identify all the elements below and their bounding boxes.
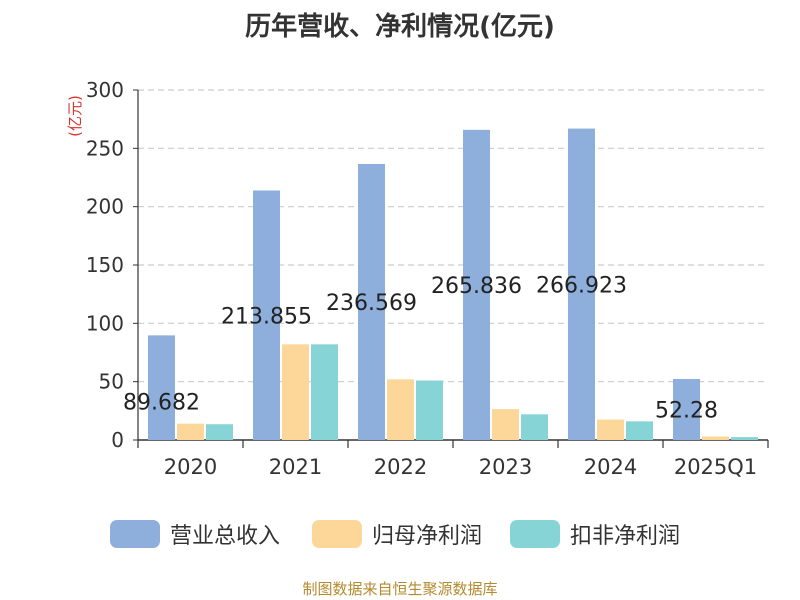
- y-axis-label: (亿元): [66, 95, 84, 137]
- y-tick-label: 100: [86, 311, 124, 335]
- x-tick-label: 2023: [479, 455, 532, 479]
- x-tick-label: 2020: [164, 455, 217, 479]
- bar-net-profit: [492, 409, 519, 440]
- y-tick-label: 0: [111, 428, 124, 452]
- data-label: 236.569: [326, 291, 417, 316]
- bar-deducted-profit: [626, 421, 653, 440]
- data-label: 266.923: [536, 273, 627, 298]
- y-tick-label: 150: [86, 253, 124, 277]
- legend-label: 扣非净利润: [570, 524, 680, 549]
- legend-label: 归母净利润: [372, 524, 482, 549]
- bar-deducted-profit: [416, 380, 443, 440]
- bar-deducted-profit: [731, 437, 758, 440]
- y-tick-label: 200: [86, 195, 124, 219]
- bar-revenue: [148, 335, 175, 440]
- bar-revenue: [673, 379, 700, 440]
- data-label: 52.28: [655, 399, 718, 424]
- bar-net-profit: [597, 419, 624, 440]
- chart-title: 历年营收、净利情况(亿元): [245, 12, 555, 42]
- x-tick-label: 2024: [584, 455, 637, 479]
- bar-deducted-profit: [311, 344, 338, 440]
- legend-swatch: [110, 520, 160, 548]
- legend-swatch: [510, 520, 560, 548]
- x-tick-label: 2025Q1: [674, 455, 757, 479]
- bar-revenue: [568, 128, 595, 440]
- bar-net-profit: [702, 436, 729, 440]
- bar-net-profit: [282, 344, 309, 440]
- bar-net-profit: [177, 423, 204, 440]
- bar-deducted-profit: [521, 414, 548, 440]
- x-tick-label: 2021: [269, 455, 322, 479]
- legend-label: 营业总收入: [170, 524, 280, 549]
- legend-swatch: [312, 520, 362, 548]
- y-tick-label: 250: [86, 136, 124, 160]
- bar-net-profit: [387, 379, 414, 440]
- source-note: 制图数据来自恒生聚源数据库: [302, 580, 498, 598]
- y-tick-label: 300: [86, 78, 124, 102]
- data-label: 89.682: [123, 391, 200, 416]
- y-tick-label: 50: [99, 370, 124, 394]
- data-label: 213.855: [221, 304, 312, 329]
- data-label: 265.836: [431, 274, 522, 299]
- bar-revenue: [463, 129, 490, 440]
- x-tick-label: 2022: [374, 455, 427, 479]
- bar-deducted-profit: [206, 424, 233, 440]
- bar-revenue: [253, 190, 280, 440]
- bar-revenue: [358, 164, 385, 440]
